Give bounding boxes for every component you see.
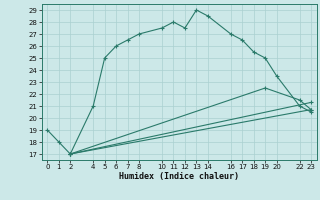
X-axis label: Humidex (Indice chaleur): Humidex (Indice chaleur) [119, 172, 239, 181]
